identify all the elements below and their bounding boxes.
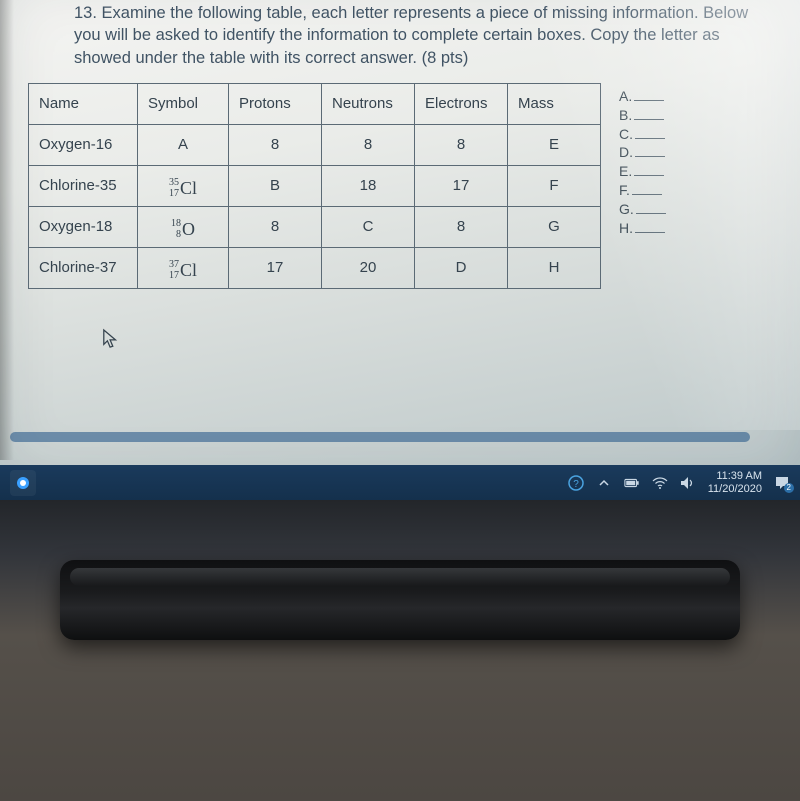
cell-symbol: 188O — [138, 206, 229, 247]
laptop-bezel — [0, 500, 800, 800]
help-icon[interactable]: ? — [568, 475, 584, 491]
cell-electrons: D — [415, 247, 508, 288]
cell-protons: 8 — [229, 206, 322, 247]
table-header-row: Name Symbol Protons Neutrons Electrons M… — [29, 83, 601, 124]
battery-icon[interactable] — [624, 475, 640, 491]
cell-electrons: 8 — [415, 124, 508, 165]
table-row: Oxygen-16A888E — [29, 124, 601, 165]
answer-label: C. — [619, 126, 633, 142]
cell-name: Oxygen-18 — [29, 206, 138, 247]
answer-line: E. — [619, 162, 666, 181]
answer-blank — [635, 128, 665, 139]
cell-mass: H — [508, 247, 601, 288]
answer-line: C. — [619, 125, 666, 144]
windows-taskbar[interactable]: ? 11:39 AM 11/20/2020 2 — [0, 465, 800, 501]
cell-electrons: 17 — [415, 165, 508, 206]
answer-label: E. — [619, 163, 632, 179]
answer-blank — [634, 109, 664, 120]
photo-frame: 13. Examine the following table, each le… — [0, 0, 800, 801]
isotopes-table: Name Symbol Protons Neutrons Electrons M… — [28, 83, 601, 289]
answer-line: F. — [619, 181, 666, 200]
cell-mass: F — [508, 165, 601, 206]
col-header-name: Name — [29, 83, 138, 124]
answer-line: D. — [619, 143, 666, 162]
cell-name: Chlorine-35 — [29, 165, 138, 206]
answer-blank — [632, 184, 662, 195]
volume-icon[interactable] — [680, 475, 696, 491]
table-row: Chlorine-373717Cl1720DH — [29, 247, 601, 288]
cell-name: Oxygen-16 — [29, 124, 138, 165]
document-area: 13. Examine the following table, each le… — [0, 0, 800, 289]
answer-label: D. — [619, 144, 633, 160]
cell-name: Chlorine-37 — [29, 247, 138, 288]
col-header-protons: Protons — [229, 83, 322, 124]
answer-label: B. — [619, 107, 632, 123]
answer-line: H. — [619, 219, 666, 238]
notification-badge: 2 — [784, 483, 794, 493]
answer-label: F. — [619, 182, 630, 198]
cell-neutrons: 20 — [322, 247, 415, 288]
taskbar-date: 11/20/2020 — [708, 483, 762, 496]
laptop-hinge — [60, 560, 740, 640]
answer-line: A. — [619, 87, 666, 106]
cell-neutrons: 8 — [322, 124, 415, 165]
mouse-cursor-icon — [102, 328, 120, 350]
answer-label: A. — [619, 88, 632, 104]
taskbar-right: ? 11:39 AM 11/20/2020 2 — [568, 470, 800, 495]
answer-blank — [635, 146, 665, 157]
taskbar-app-icon[interactable] — [10, 470, 36, 496]
cell-protons: 8 — [229, 124, 322, 165]
cell-symbol: 3517Cl — [138, 165, 229, 206]
taskbar-time: 11:39 AM — [708, 470, 762, 483]
answer-blanks: A. B. C. D. E. F. G. H. — [619, 87, 666, 238]
table-row: Chlorine-353517ClB1817F — [29, 165, 601, 206]
cell-mass: E — [508, 124, 601, 165]
answer-blank — [636, 203, 666, 214]
chevron-up-icon[interactable] — [596, 475, 612, 491]
taskbar-clock[interactable]: 11:39 AM 11/20/2020 — [708, 470, 762, 495]
svg-text:?: ? — [573, 479, 579, 490]
table-row: Oxygen-18188O8C8G — [29, 206, 601, 247]
answer-blank — [634, 90, 664, 101]
table-body: Oxygen-16A888EChlorine-353517ClB1817FOxy… — [29, 124, 601, 288]
answer-line: B. — [619, 106, 666, 125]
answer-blank — [635, 222, 665, 233]
cell-symbol: A — [138, 124, 229, 165]
horizontal-scrollbar-thumb[interactable] — [10, 432, 750, 442]
laptop-screen: 13. Examine the following table, each le… — [0, 0, 800, 504]
wifi-icon[interactable] — [652, 475, 668, 491]
content-row: Name Symbol Protons Neutrons Electrons M… — [28, 83, 772, 289]
answer-line: G. — [619, 200, 666, 219]
question-prompt: 13. Examine the following table, each le… — [74, 2, 772, 69]
answer-label: G. — [619, 201, 634, 217]
col-header-mass: Mass — [508, 83, 601, 124]
cell-symbol: 3717Cl — [138, 247, 229, 288]
answer-blank — [634, 165, 664, 176]
col-header-symbol: Symbol — [138, 83, 229, 124]
cell-mass: G — [508, 206, 601, 247]
cell-protons: B — [229, 165, 322, 206]
taskbar-left — [0, 470, 36, 496]
cell-protons: 17 — [229, 247, 322, 288]
cell-neutrons: C — [322, 206, 415, 247]
action-center-icon[interactable]: 2 — [774, 475, 790, 491]
col-header-neutrons: Neutrons — [322, 83, 415, 124]
col-header-electrons: Electrons — [415, 83, 508, 124]
cell-electrons: 8 — [415, 206, 508, 247]
cell-neutrons: 18 — [322, 165, 415, 206]
answer-label: H. — [619, 220, 633, 236]
